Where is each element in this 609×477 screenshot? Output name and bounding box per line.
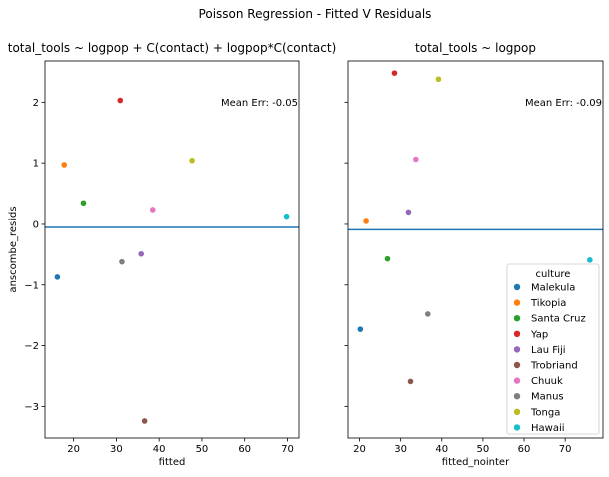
legend-marker — [513, 346, 521, 353]
axes-frame — [347, 60, 604, 439]
legend: culture Malekula Tikopia Santa Cruz Yap Lau F… — [506, 263, 600, 435]
scatter-point — [138, 250, 145, 257]
legend-label: Manus — [531, 392, 564, 403]
left-panel: total_tools ~ logpop + C(contact) + logp… — [8, 41, 337, 468]
scatter-point — [189, 157, 195, 164]
x-tick-label: 40 — [435, 444, 448, 455]
x-tick-label: 70 — [281, 444, 294, 455]
legend-marker — [513, 283, 521, 291]
legend-label: Hawaii — [531, 423, 565, 434]
legend-label: Trobriand — [530, 361, 578, 372]
scatter-point — [283, 213, 290, 220]
scatter-point — [119, 258, 125, 265]
x-tick-label: 60 — [238, 444, 251, 455]
legend-frame — [506, 263, 600, 435]
y-tick-label: −1 — [24, 280, 39, 291]
x-tick-label: 20 — [353, 444, 366, 455]
legend-label: Santa Cruz — [531, 314, 586, 325]
x-tick-label: 30 — [394, 444, 407, 455]
x-tick-label: 70 — [559, 444, 572, 455]
y-tick-label: 1 — [33, 159, 39, 170]
scatter-point — [80, 200, 87, 207]
scatter-point — [407, 378, 414, 385]
right-panel: total_tools ~ logpop Mean Err: -0.09 20 30 4… — [344, 41, 604, 468]
x-tick-label: 60 — [518, 444, 531, 455]
scatter-point — [54, 274, 61, 280]
legend-marker — [513, 330, 521, 337]
legend-label: Tonga — [530, 407, 560, 418]
scatter-point — [149, 207, 156, 213]
legend-marker — [513, 361, 521, 369]
y-tick-label: 2 — [33, 98, 39, 109]
x-tick-label: 40 — [153, 444, 166, 455]
x-tick-label: 30 — [110, 444, 123, 455]
y-tick-label: −3 — [24, 402, 39, 413]
legend-label: Lau Fiji — [531, 345, 566, 356]
x-tick-label: 20 — [67, 444, 80, 455]
mean-error-annotation: Mean Err: -0.09 — [525, 98, 602, 109]
legend-marker — [513, 377, 521, 384]
y-axis-label: anscombe_resids — [8, 206, 19, 292]
x-axis-label: fitted_nointer — [442, 457, 510, 468]
legend-label: Tikopia — [530, 298, 566, 309]
legend-marker — [513, 424, 521, 431]
legend-label: Yap — [530, 329, 548, 340]
legend-label: Chuuk — [531, 376, 563, 387]
figure-title: Poisson Regression - Fitted V Residuals — [199, 7, 432, 21]
scatter-point — [384, 255, 391, 262]
axes-frame — [44, 60, 300, 439]
scatter-point — [363, 218, 369, 224]
legend-marker — [513, 299, 521, 306]
legend-marker — [513, 315, 521, 322]
y-tick-label: 0 — [33, 219, 39, 230]
panel-title: total_tools ~ logpop — [415, 41, 536, 55]
scatter-point — [141, 418, 148, 424]
scatter-point — [357, 326, 364, 332]
scatter-point — [405, 209, 412, 216]
scatter-point — [117, 97, 124, 104]
legend-marker — [513, 408, 521, 415]
scatter-point — [61, 162, 68, 168]
legend-title: culture — [536, 269, 571, 280]
scatter-point — [435, 76, 442, 83]
legend-marker — [513, 393, 521, 400]
scatter-point — [391, 70, 398, 76]
x-tick-label: 50 — [196, 444, 209, 455]
legend-label: Malekula — [531, 283, 575, 294]
scatter-point — [424, 311, 431, 317]
y-tick-label: −2 — [24, 341, 39, 352]
x-axis-label: fitted — [159, 457, 186, 468]
x-tick-label: 50 — [477, 444, 490, 455]
panel-title: total_tools ~ logpop + C(contact) + logp… — [8, 41, 337, 55]
scatter-point — [587, 257, 593, 263]
mean-error-annotation: Mean Err: -0.05 — [221, 98, 298, 109]
scatter-point — [413, 156, 419, 163]
